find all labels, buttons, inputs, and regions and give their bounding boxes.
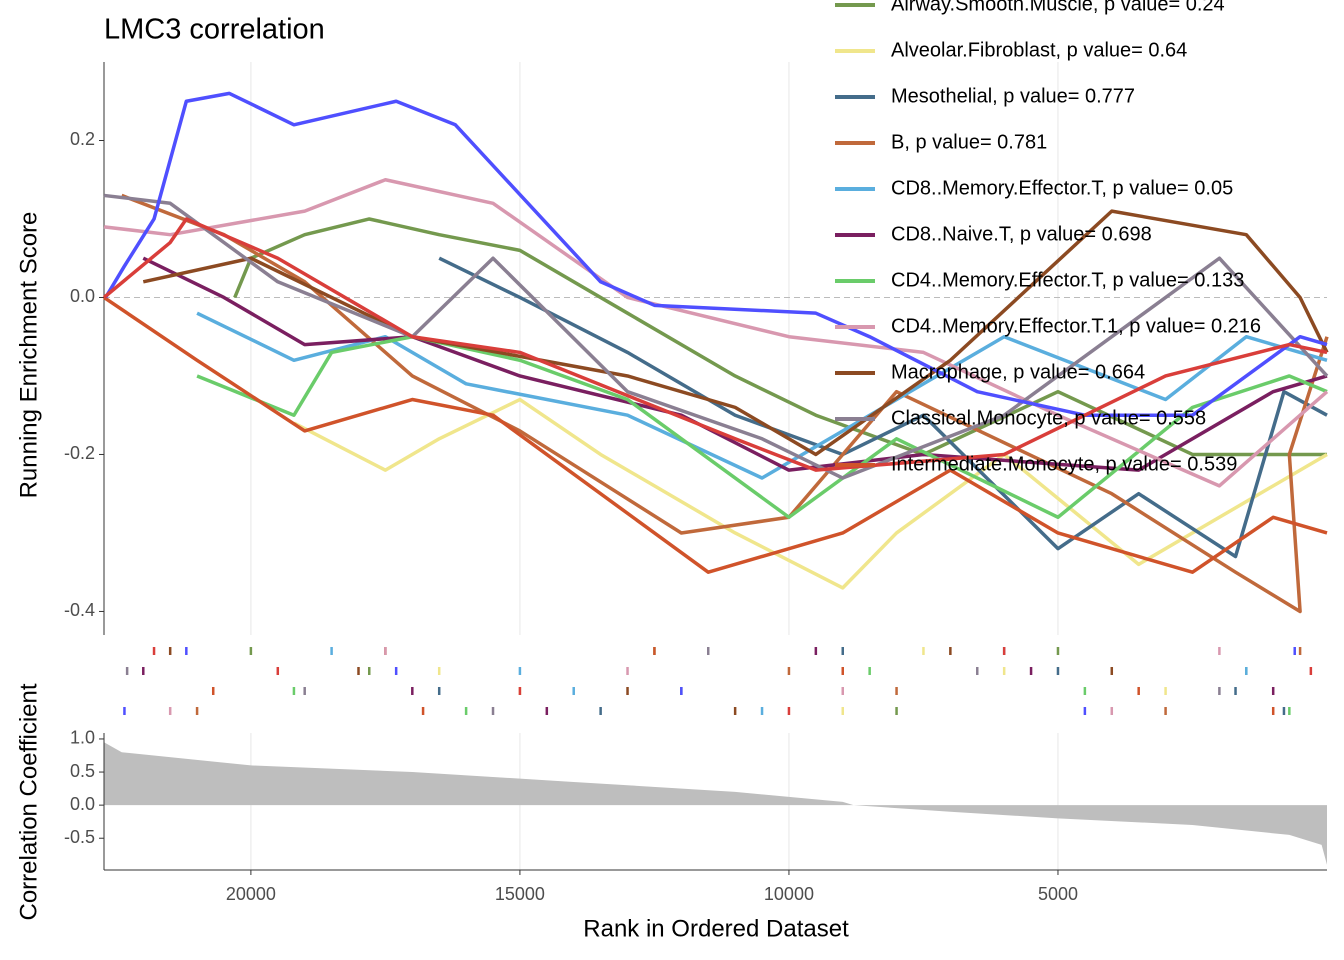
legend-label: B, p value= 0.781 bbox=[891, 131, 1047, 153]
y-tick-label: 0.2 bbox=[70, 129, 95, 149]
area bbox=[104, 742, 1327, 865]
series-line bbox=[438, 256, 1328, 559]
legend-label: Airway.Smooth.Muscle, p value= 0.24 bbox=[891, 0, 1225, 15]
legend-label: Alveolar.Fibroblast, p value= 0.64 bbox=[891, 39, 1187, 61]
legend-label: Macrophage, p value= 0.664 bbox=[891, 361, 1145, 383]
legend-label: Intermediate.Monocyte, p value= 0.539 bbox=[891, 453, 1237, 475]
series-line bbox=[233, 217, 1327, 457]
series-line bbox=[103, 177, 1329, 488]
legend-label: CD8..Naive.T, p value= 0.698 bbox=[891, 223, 1152, 245]
chart-title: LMC3 correlation bbox=[104, 14, 325, 46]
y-tick-label: -0.5 bbox=[64, 827, 95, 847]
legend-label: Classical.Monocyte, p value= 0.558 bbox=[891, 407, 1206, 429]
y-axis-label: Correlation Coefficient bbox=[15, 683, 42, 920]
x-axis-label: Rank in Ordered Dataset bbox=[583, 915, 849, 942]
series-line bbox=[142, 209, 1329, 457]
x-tick-label: 15000 bbox=[495, 884, 545, 904]
y-tick-label: 0.0 bbox=[70, 794, 95, 814]
legend-label: CD8..Memory.Effector.T, p value= 0.05 bbox=[891, 177, 1233, 199]
series-line bbox=[104, 91, 1328, 417]
series-line bbox=[293, 397, 1328, 590]
y-tick-label: 1.0 bbox=[70, 728, 95, 748]
series-line bbox=[142, 256, 1328, 472]
y-tick-label: 0.0 bbox=[70, 286, 95, 306]
series-line bbox=[196, 311, 1328, 480]
x-tick-label: 20000 bbox=[226, 884, 276, 904]
series-line bbox=[103, 296, 1328, 574]
y-tick-label: 0.5 bbox=[70, 761, 95, 781]
legend-label: Mesothelial, p value= 0.777 bbox=[891, 85, 1135, 107]
legend-label: CD4..Memory.Effector.T, p value= 0.133 bbox=[891, 269, 1244, 291]
x-tick-label: 5000 bbox=[1038, 884, 1078, 904]
series-line bbox=[102, 217, 1328, 472]
series-line bbox=[103, 193, 1329, 480]
x-tick-label: 10000 bbox=[764, 884, 814, 904]
y-axis-label: Running Enrichment Score bbox=[15, 212, 42, 499]
y-tick-label: -0.4 bbox=[64, 600, 95, 620]
y-tick-label: -0.2 bbox=[64, 443, 95, 463]
legend-label: CD4..Memory.Effector.T.1, p value= 0.216 bbox=[891, 315, 1261, 337]
